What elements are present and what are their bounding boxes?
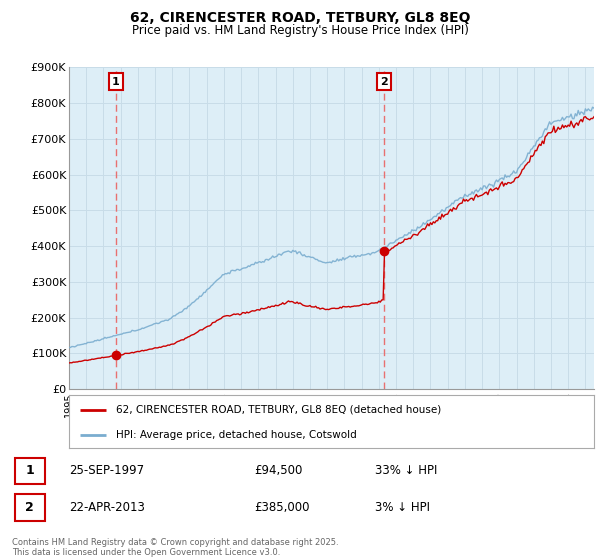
Text: HPI: Average price, detached house, Cotswold: HPI: Average price, detached house, Cots…	[116, 430, 357, 440]
Text: Contains HM Land Registry data © Crown copyright and database right 2025.
This d: Contains HM Land Registry data © Crown c…	[12, 538, 338, 557]
Text: 22-APR-2013: 22-APR-2013	[70, 501, 145, 514]
Text: Price paid vs. HM Land Registry's House Price Index (HPI): Price paid vs. HM Land Registry's House …	[131, 24, 469, 37]
Text: 2: 2	[25, 501, 34, 514]
Text: 3% ↓ HPI: 3% ↓ HPI	[375, 501, 430, 514]
FancyBboxPatch shape	[15, 494, 45, 521]
Text: 1: 1	[25, 464, 34, 478]
Text: £385,000: £385,000	[254, 501, 310, 514]
Text: 33% ↓ HPI: 33% ↓ HPI	[375, 464, 437, 478]
Text: £94,500: £94,500	[254, 464, 302, 478]
Text: 62, CIRENCESTER ROAD, TETBURY, GL8 8EQ (detached house): 62, CIRENCESTER ROAD, TETBURY, GL8 8EQ (…	[116, 405, 442, 415]
Text: 25-SEP-1997: 25-SEP-1997	[70, 464, 145, 478]
FancyBboxPatch shape	[15, 458, 45, 484]
Text: 62, CIRENCESTER ROAD, TETBURY, GL8 8EQ: 62, CIRENCESTER ROAD, TETBURY, GL8 8EQ	[130, 11, 470, 25]
Text: 1: 1	[112, 77, 120, 87]
Text: 2: 2	[380, 77, 388, 87]
